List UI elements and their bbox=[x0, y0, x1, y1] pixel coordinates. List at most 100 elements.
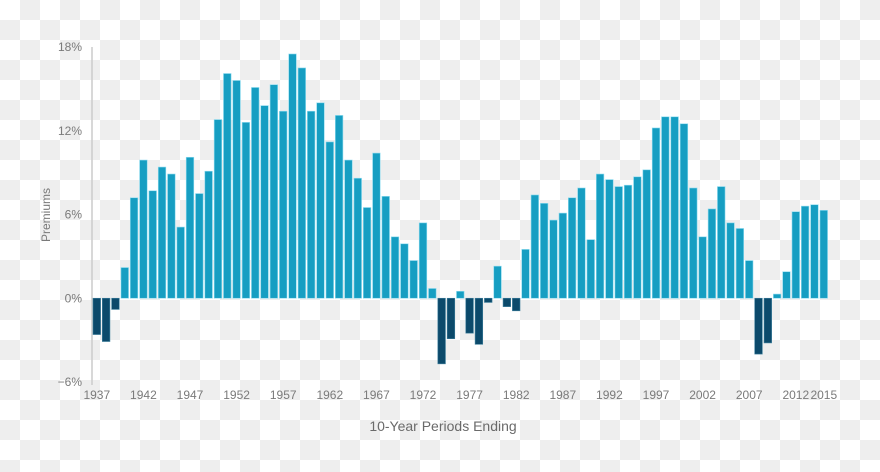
bar-1985 bbox=[540, 203, 549, 299]
bar-2002 bbox=[698, 236, 707, 299]
y-tick-label: 18% bbox=[58, 40, 82, 54]
bar-2008 bbox=[754, 297, 763, 355]
bar-1962 bbox=[325, 141, 334, 299]
bar-1989 bbox=[577, 187, 586, 299]
x-tick-label: 1987 bbox=[549, 388, 576, 402]
bar-1983 bbox=[521, 249, 530, 299]
bar-2011 bbox=[782, 271, 791, 299]
bar-1964 bbox=[344, 159, 353, 299]
bar-1972 bbox=[418, 222, 428, 299]
x-tick-label: 2007 bbox=[736, 388, 763, 402]
bar-1939 bbox=[111, 297, 120, 310]
bar-2012 bbox=[791, 211, 800, 299]
bar-2010 bbox=[773, 293, 782, 299]
bar-1995 bbox=[633, 176, 642, 299]
x-tick-label: 1977 bbox=[456, 388, 483, 402]
bar-1957 bbox=[279, 110, 288, 299]
bar-1959 bbox=[297, 67, 306, 299]
bar-1979 bbox=[484, 297, 493, 303]
bars bbox=[92, 53, 828, 365]
bar-1971 bbox=[409, 260, 418, 299]
bar-1978 bbox=[474, 297, 484, 345]
bar-2005 bbox=[726, 222, 735, 299]
bar-1961 bbox=[316, 102, 325, 299]
bar-1992 bbox=[605, 179, 614, 299]
bar-1974 bbox=[437, 297, 446, 365]
bar-1965 bbox=[353, 177, 362, 299]
x-tick-label: 1972 bbox=[410, 388, 437, 402]
x-tick-label: 2002 bbox=[689, 388, 716, 402]
bar-1968 bbox=[381, 196, 390, 299]
bar-1937 bbox=[92, 297, 101, 335]
bar-1975 bbox=[446, 297, 456, 340]
bar-1942 bbox=[139, 159, 148, 299]
bar-2001 bbox=[689, 187, 698, 299]
bar-1958 bbox=[288, 53, 297, 299]
bar-1976 bbox=[456, 290, 465, 299]
x-tick-label: 2012 bbox=[782, 388, 809, 402]
bar-2013 bbox=[801, 205, 810, 299]
bar-1948 bbox=[195, 193, 204, 299]
bar-1951 bbox=[223, 73, 232, 299]
x-tick-label: 1952 bbox=[223, 388, 250, 402]
bar-1946 bbox=[176, 226, 185, 299]
bar-1982 bbox=[512, 297, 521, 312]
y-axis-title: Premiums bbox=[39, 188, 53, 242]
bar-1984 bbox=[530, 194, 539, 299]
bar-1998 bbox=[661, 116, 670, 299]
bar-1966 bbox=[362, 207, 372, 299]
bar-1973 bbox=[428, 288, 437, 299]
bar-1949 bbox=[204, 170, 213, 299]
y-tick-label: −6% bbox=[58, 375, 83, 389]
bar-1945 bbox=[167, 173, 176, 299]
bar-2004 bbox=[717, 186, 726, 299]
x-tick-label: 2015 bbox=[810, 388, 837, 402]
bar-1996 bbox=[642, 169, 651, 299]
bar-1991 bbox=[595, 173, 605, 299]
bar-1986 bbox=[549, 219, 558, 299]
bar-2003 bbox=[707, 208, 717, 299]
bar-1944 bbox=[157, 166, 167, 299]
y-tick-label: 12% bbox=[58, 124, 82, 138]
bar-1963 bbox=[335, 115, 344, 299]
bar-1967 bbox=[372, 152, 381, 299]
x-tick-label: 1962 bbox=[316, 388, 343, 402]
x-tick-label: 1992 bbox=[596, 388, 623, 402]
bar-1980 bbox=[493, 265, 502, 299]
bar-1953 bbox=[241, 122, 251, 299]
bar-1956 bbox=[269, 84, 278, 299]
bar-1938 bbox=[102, 297, 111, 342]
bar-1970 bbox=[400, 243, 409, 299]
bar-1987 bbox=[558, 212, 567, 299]
y-tick-label: 0% bbox=[65, 291, 83, 305]
bar-1952 bbox=[232, 80, 241, 299]
x-axis-title: 10-Year Periods Ending bbox=[369, 418, 516, 434]
bar-1993 bbox=[614, 186, 623, 299]
x-tick-label: 1982 bbox=[503, 388, 530, 402]
x-tick-label: 1967 bbox=[363, 388, 390, 402]
bar-1941 bbox=[129, 197, 139, 299]
bar-2009 bbox=[763, 297, 772, 344]
bar-2007 bbox=[745, 260, 754, 299]
x-tick-label: 1947 bbox=[177, 388, 204, 402]
x-tick-label: 1942 bbox=[130, 388, 157, 402]
bar-1990 bbox=[586, 239, 595, 299]
bar-1969 bbox=[390, 236, 400, 299]
bar-2006 bbox=[735, 228, 744, 299]
bar-1997 bbox=[651, 127, 661, 299]
y-tick-label: 6% bbox=[65, 208, 83, 222]
bar-1977 bbox=[465, 297, 474, 334]
bar-1955 bbox=[260, 105, 269, 299]
bar-1988 bbox=[568, 197, 577, 299]
bar-1981 bbox=[502, 297, 511, 307]
bar-1994 bbox=[623, 184, 633, 299]
bar-1940 bbox=[120, 267, 129, 299]
bar-1999 bbox=[670, 116, 679, 299]
y-axis-ticks: 18% 12% 6% 0% −6% bbox=[58, 40, 83, 389]
x-axis-ticks: 1937 1942 1947 1952 1957 1962 1967 1972 1977 1982… bbox=[83, 388, 837, 402]
bar-2014 bbox=[810, 204, 819, 299]
x-tick-label: 1937 bbox=[83, 388, 110, 402]
x-tick-label: 1957 bbox=[270, 388, 297, 402]
bar-1947 bbox=[185, 156, 195, 299]
